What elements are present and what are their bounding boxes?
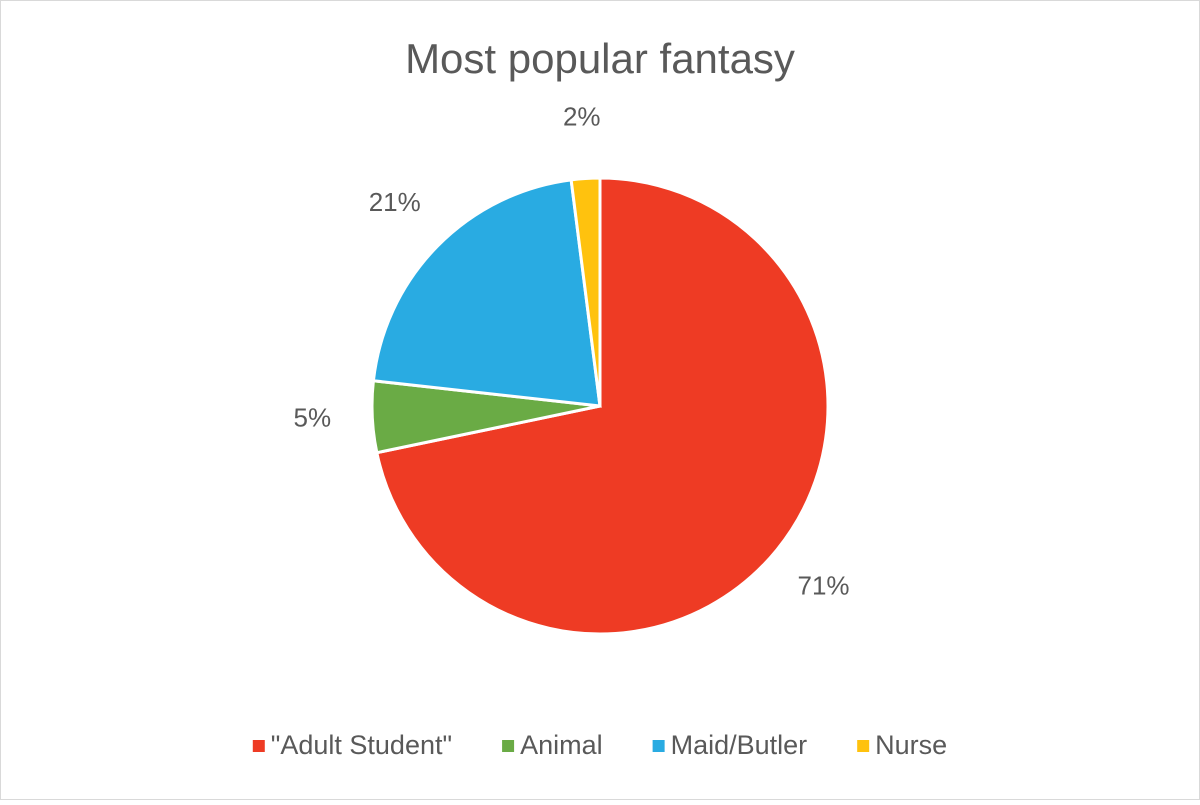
- legend-item: "Adult Student": [252, 730, 452, 760]
- legend-swatch: [857, 740, 870, 752]
- data-label: 21%: [369, 187, 421, 217]
- legend-label: Maid/Butler: [671, 730, 808, 760]
- legend-label: Animal: [520, 730, 603, 760]
- pie-slice: [569, 176, 602, 407]
- legend-item: Maid/Butler: [652, 730, 808, 760]
- legend-item: Animal: [502, 730, 603, 760]
- data-label: 71%: [798, 570, 850, 600]
- legend-item: Nurse: [857, 730, 947, 760]
- legend-label: Nurse: [875, 730, 947, 760]
- chart-title: Most popular fantasy: [405, 35, 795, 82]
- pie-slice: [375, 176, 830, 636]
- legend-swatch: [252, 740, 265, 752]
- legend-swatch: [652, 740, 665, 752]
- legend-swatch: [502, 740, 515, 752]
- data-label: 5%: [294, 403, 332, 433]
- pie-slice: [371, 178, 602, 408]
- legend-label: "Adult Student": [271, 730, 452, 760]
- data-label: 2%: [563, 101, 601, 131]
